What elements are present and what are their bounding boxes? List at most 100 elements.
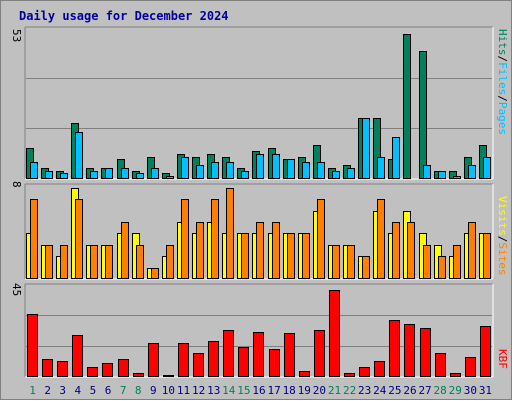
x-axis-day-label: 5 bbox=[90, 384, 97, 397]
legend-item: Hits bbox=[496, 29, 509, 56]
sites-bar bbox=[438, 256, 446, 279]
legend-item: Files bbox=[496, 62, 509, 95]
kbytes-bar bbox=[27, 314, 38, 377]
sites-bar bbox=[423, 245, 431, 279]
sites-bar bbox=[332, 245, 340, 279]
legend: Hits/Files/Pages bbox=[496, 29, 509, 135]
x-axis-day-label: 30 bbox=[464, 384, 477, 397]
files-bar bbox=[75, 132, 83, 179]
sites-bar bbox=[30, 199, 38, 279]
files-bar bbox=[483, 157, 491, 179]
sites-bar bbox=[121, 222, 129, 279]
files-bar bbox=[30, 162, 38, 179]
files-bar bbox=[332, 171, 340, 179]
panel-hits-files bbox=[24, 26, 494, 180]
sites-bar bbox=[392, 222, 400, 279]
x-axis-day-label: 17 bbox=[267, 384, 280, 397]
sites-bar bbox=[211, 199, 219, 279]
files-bar bbox=[226, 162, 234, 179]
x-axis-day-label: 26 bbox=[403, 384, 416, 397]
legend-item: Visits bbox=[496, 196, 509, 236]
kbytes-bar bbox=[57, 361, 68, 377]
x-axis-day-label: 18 bbox=[283, 384, 296, 397]
x-axis-day-label: 23 bbox=[358, 384, 371, 397]
x-axis-day-label: 3 bbox=[59, 384, 66, 397]
kbytes-bar bbox=[238, 347, 249, 377]
legend-item: / bbox=[496, 95, 509, 102]
kbytes-bar bbox=[223, 330, 234, 377]
files-bar bbox=[60, 173, 68, 179]
kbytes-bar bbox=[193, 353, 204, 377]
legend-item: Pages bbox=[496, 102, 509, 135]
files-bar bbox=[317, 162, 325, 179]
sites-bar bbox=[226, 188, 234, 279]
kbytes-bar bbox=[389, 320, 400, 377]
sites-bar bbox=[347, 245, 355, 279]
sites-bar bbox=[196, 222, 204, 279]
x-axis-day-label: 31 bbox=[479, 384, 492, 397]
legend-item: / bbox=[496, 56, 509, 63]
files-bar bbox=[392, 137, 400, 179]
y-axis-max-label: 8 bbox=[10, 181, 23, 188]
kbytes-bar bbox=[133, 373, 144, 377]
kbytes-bar bbox=[163, 375, 174, 377]
kbytes-bar bbox=[465, 357, 476, 377]
sites-bar bbox=[483, 233, 491, 279]
sites-bar bbox=[60, 245, 68, 279]
x-axis-day-label: 27 bbox=[418, 384, 431, 397]
sites-bar bbox=[453, 245, 461, 279]
kbytes-bar bbox=[314, 330, 325, 377]
files-bar bbox=[362, 118, 370, 179]
files-bar bbox=[166, 176, 174, 179]
files-bar bbox=[423, 165, 431, 179]
x-axis-day-label: 10 bbox=[162, 384, 175, 397]
x-axis-day-label: 6 bbox=[105, 384, 112, 397]
kbytes-bar bbox=[102, 363, 113, 377]
chart-title: Daily usage for December 2024 bbox=[19, 9, 229, 23]
files-bar bbox=[302, 162, 310, 179]
sites-bar bbox=[317, 199, 325, 279]
sites-bar bbox=[45, 245, 53, 279]
kbytes-bar bbox=[450, 373, 461, 377]
kbytes-bar bbox=[404, 324, 415, 377]
hits-bar bbox=[419, 51, 427, 179]
x-axis-day-label: 2 bbox=[44, 384, 51, 397]
kbytes-bar bbox=[480, 326, 491, 377]
files-bar bbox=[136, 173, 144, 179]
kbytes-bar bbox=[148, 343, 159, 377]
x-axis-day-label: 21 bbox=[328, 384, 341, 397]
sites-bar bbox=[256, 222, 264, 279]
files-bar bbox=[211, 162, 219, 179]
files-bar bbox=[272, 154, 280, 179]
sites-bar bbox=[407, 222, 415, 279]
kbytes-bar bbox=[72, 335, 83, 377]
x-axis-day-label: 25 bbox=[388, 384, 401, 397]
hits-bar bbox=[403, 34, 411, 179]
sites-bar bbox=[75, 199, 83, 279]
x-axis-day-label: 1 bbox=[29, 384, 36, 397]
x-axis-day-label: 11 bbox=[177, 384, 190, 397]
kbytes-bar bbox=[284, 333, 295, 377]
x-axis-day-label: 7 bbox=[120, 384, 127, 397]
kbytes-bar bbox=[253, 332, 264, 377]
sites-bar bbox=[272, 222, 280, 279]
sites-bar bbox=[468, 222, 476, 279]
kbytes-bar bbox=[344, 373, 355, 377]
sites-bar bbox=[241, 233, 249, 279]
sites-bar bbox=[287, 233, 295, 279]
files-bar bbox=[241, 171, 249, 179]
sites-bar bbox=[181, 199, 189, 279]
files-bar bbox=[377, 157, 385, 179]
sites-bar bbox=[151, 268, 159, 279]
files-bar bbox=[468, 165, 476, 179]
x-axis-day-label: 22 bbox=[343, 384, 356, 397]
sites-bar bbox=[90, 245, 98, 279]
sites-bar bbox=[302, 233, 310, 279]
kbytes-bar bbox=[42, 359, 53, 377]
x-axis-day-label: 20 bbox=[313, 384, 326, 397]
x-axis-day-label: 13 bbox=[207, 384, 220, 397]
files-bar bbox=[105, 168, 113, 179]
files-bar bbox=[287, 159, 295, 179]
files-bar bbox=[121, 168, 129, 179]
